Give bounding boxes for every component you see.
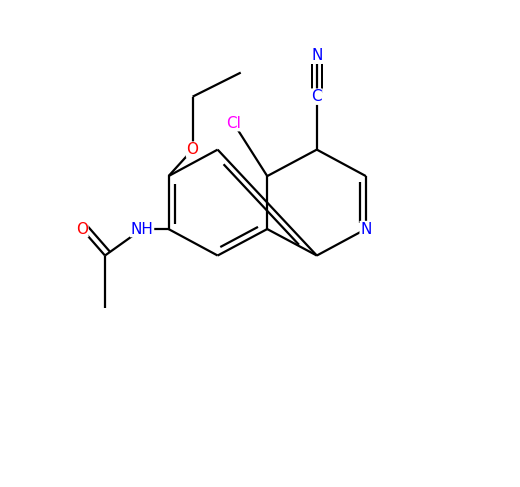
Text: O: O xyxy=(76,222,88,237)
Text: NH: NH xyxy=(131,222,153,237)
Text: N: N xyxy=(360,222,372,237)
Text: O: O xyxy=(187,142,199,157)
Text: C: C xyxy=(311,89,322,104)
Text: N: N xyxy=(311,48,322,63)
Text: Cl: Cl xyxy=(226,115,241,131)
